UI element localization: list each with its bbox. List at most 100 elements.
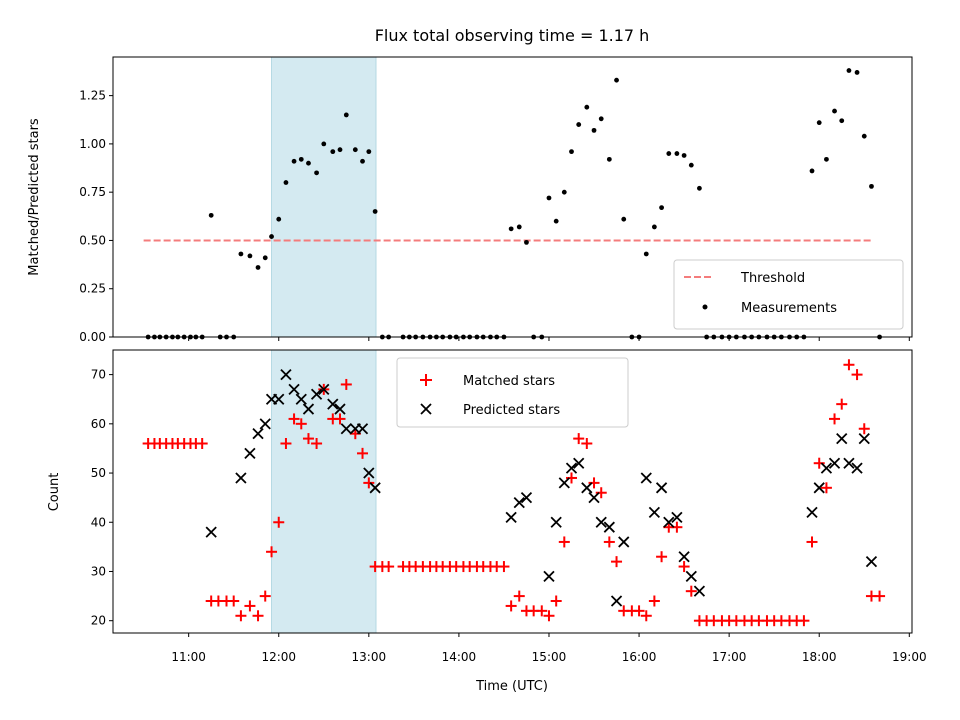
matched-star-point [611, 556, 623, 568]
matched-star-point [558, 536, 570, 548]
measurement-point [688, 162, 694, 168]
matched-star-point [806, 536, 818, 548]
predicted-star-point [334, 403, 346, 415]
predicted-star-point [295, 393, 307, 405]
matched-star-point [363, 477, 375, 489]
matched-star-point [588, 477, 600, 489]
y-tick-label: 40 [91, 515, 106, 529]
predicted-star-point [685, 570, 697, 583]
predicted-stars-series [205, 368, 878, 607]
top-y-axis-label: Matched/Predicted stars [27, 118, 42, 276]
measurement-point [809, 168, 815, 174]
measurement-point [651, 224, 657, 230]
matched-star-point [505, 600, 517, 612]
measurement-point [553, 218, 559, 224]
x-tick-label: 11:00 [171, 650, 206, 664]
y-tick-label: 0.75 [79, 185, 106, 199]
legend-matched-swatch [420, 374, 432, 386]
matched-star-point [513, 590, 525, 602]
matched-star-point [252, 610, 264, 622]
measurement-point [614, 77, 619, 83]
top-axes-frame [112, 56, 913, 338]
matched-star-point [334, 413, 346, 425]
measurement-point [366, 149, 372, 155]
matched-star-point [340, 378, 352, 390]
measurement-point [854, 70, 860, 75]
x-tick-label: 18:00 [802, 650, 837, 664]
measurement-point [238, 251, 244, 257]
predicted-star-point [356, 423, 369, 435]
legend-predicted-label: Predicted stars [463, 403, 560, 418]
matched-star-point [550, 595, 562, 607]
measurement-point [584, 104, 590, 110]
matched-star-point [581, 438, 593, 450]
y-tick-label: 20 [91, 614, 106, 628]
predicted-star-point [640, 472, 652, 484]
x-axis-label: Time (UTC) [475, 679, 548, 694]
measurement-point [861, 133, 867, 139]
predicted-star-point [550, 516, 562, 528]
top-highlight-span [271, 56, 377, 338]
legend-predicted-swatch [420, 403, 432, 415]
x-tick-label: 17:00 [712, 650, 747, 664]
matched-star-point [273, 516, 285, 528]
matched-star-point [259, 590, 271, 602]
predicted-star-point [836, 432, 848, 445]
predicted-star-point [573, 457, 585, 469]
measurement-point [832, 108, 837, 114]
measurement-point [262, 255, 268, 261]
measurement-point [569, 149, 574, 155]
measurement-point [352, 147, 358, 153]
predicted-star-point [618, 536, 630, 548]
top-legend-box [673, 259, 904, 330]
predicted-star-point [558, 477, 570, 489]
measurement-point [621, 216, 627, 222]
matched-star-point [648, 595, 660, 607]
matched-star-point [383, 561, 395, 573]
bottom-axes-frame [112, 349, 913, 634]
predicted-star-point [581, 482, 593, 494]
top-panel: 0.00 0.25 0.50 0.75 1.00 1.25 Matched/Predict… [27, 56, 913, 344]
x-tick-label: 19:00 [892, 650, 927, 664]
y-tick-label: 0.25 [79, 282, 106, 296]
matched-star-point [858, 423, 870, 435]
legend-threshold-label: Threshold [740, 271, 805, 286]
matched-star-point [566, 472, 578, 484]
predicted-star-point [280, 368, 292, 381]
predicted-star-point [610, 595, 623, 607]
predicted-star-point [678, 551, 690, 563]
predicted-star-point [543, 570, 555, 583]
matched-star-point [656, 551, 668, 563]
measurement-point [314, 170, 319, 176]
measurement-point [508, 226, 514, 232]
measurement-point [681, 153, 687, 158]
predicted-star-point [851, 462, 863, 474]
bottom-x-ticks: 11:00 12:00 13:00 14:00 15:00 16:00 17:00 18:00… [171, 633, 927, 664]
measurement-point [337, 147, 343, 153]
y-tick-label: 1.25 [79, 89, 106, 103]
matched-star-point [244, 600, 256, 612]
measurement-point [372, 209, 378, 214]
predicted-star-point [813, 482, 825, 494]
chart-title: Flux total observing time = 1.17 h [375, 26, 650, 45]
predicted-star-point [205, 526, 217, 538]
measurement-point [247, 253, 253, 259]
bottom-highlight-span [271, 349, 377, 634]
measurement-point [330, 149, 336, 155]
matched-star-point [820, 482, 832, 494]
predicted-star-point [363, 467, 375, 479]
legend-measurements-swatch [702, 304, 708, 310]
matched-star-point [311, 438, 323, 450]
matched-star-point [266, 546, 278, 558]
predicted-star-point [595, 516, 607, 528]
measurement-point [816, 120, 822, 126]
matched-star-point [228, 595, 240, 607]
y-tick-label: 60 [91, 417, 106, 431]
predicted-star-point [302, 403, 315, 415]
predicted-star-point [603, 521, 615, 533]
x-tick-label: 12:00 [261, 650, 296, 664]
matched-star-point [543, 610, 555, 622]
measurement-point [824, 156, 829, 162]
matched-star-point [302, 433, 314, 445]
